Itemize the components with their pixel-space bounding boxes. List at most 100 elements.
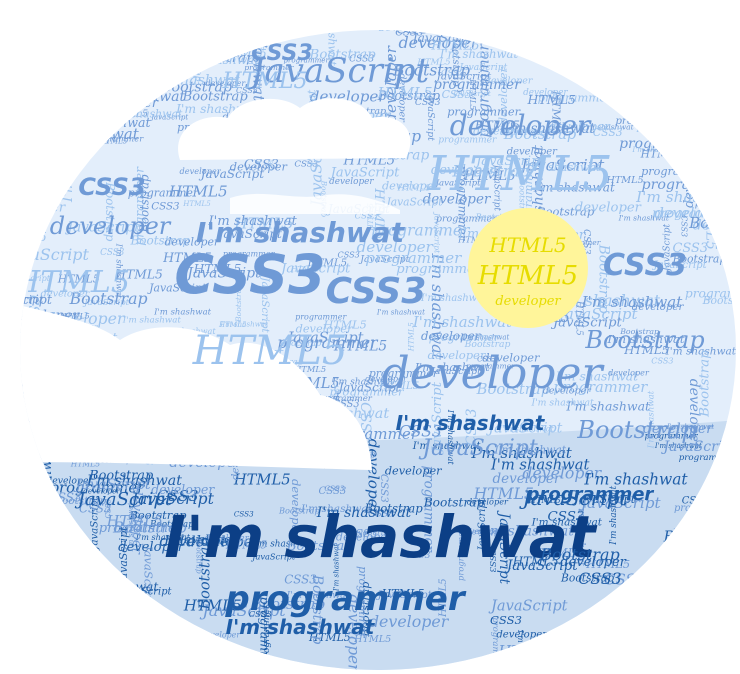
word-js: JavaScript: [141, 544, 155, 607]
word-bootstrap: Bootstrap: [464, 339, 511, 350]
word-html: HTML5: [353, 634, 391, 645]
word-primary: I'm shashwat: [555, 370, 638, 384]
word-css: CSS3: [603, 248, 687, 283]
word-bootstrap: Bootstrap: [672, 253, 727, 266]
word-developer: developer: [450, 109, 592, 142]
word-developer: developer: [382, 44, 400, 122]
word-css: CSS3: [1, 124, 45, 143]
word-js: JavaScript: [434, 178, 482, 188]
word-css: CSS3: [548, 509, 585, 524]
word-developer: developer: [523, 88, 568, 98]
word-bootstrap: Bootstrap: [687, 108, 740, 124]
word-primary: I'm shashwat: [670, 563, 730, 573]
word-bootstrap: Bootstrap: [539, 545, 620, 564]
word-developer: developer: [549, 120, 611, 134]
word-css: CSS3: [673, 241, 709, 256]
word-developer: developer: [686, 379, 702, 450]
word-html: HTML5: [608, 66, 653, 80]
word-developer: developer: [289, 479, 303, 538]
word-developer: developer: [41, 288, 91, 299]
word-css: CSS3: [675, 111, 700, 121]
word-js: JavaScript: [488, 598, 568, 615]
word-bootstrap: Bootstrap: [128, 508, 187, 522]
word-programmer: programmer: [128, 187, 199, 200]
word-css: CSS3: [349, 55, 374, 65]
word-primary: I'm shashwat: [252, 540, 313, 550]
word-primary: I'm shashwat: [666, 423, 714, 431]
word-html: HTML5: [573, 300, 583, 336]
word-bootstrap: Bootstrap: [279, 338, 322, 348]
word-css: CSS3: [0, 213, 31, 229]
word-js: JavaScript: [451, 89, 491, 98]
word-css: CSS3: [234, 509, 254, 518]
word-bootstrap: Bootstrap: [503, 126, 577, 143]
word-js: JavaScript: [546, 49, 618, 64]
word-developer: developer: [632, 301, 685, 313]
word-bootstrap: Bootstrap: [138, 174, 152, 234]
word-html: HTML5: [24, 141, 34, 175]
word-bootstrap: Bootstrap: [697, 350, 712, 418]
word-primary: I'm shashwat: [111, 50, 214, 68]
word-css: CSS3: [347, 527, 378, 540]
word-primary: I'm shashwat: [636, 125, 689, 134]
word-js: JavaScript: [485, 421, 562, 437]
word-primary: I'm shashwat: [530, 398, 594, 409]
word-primary: I'm shashwat: [92, 10, 185, 26]
word-css: CSS3: [490, 613, 522, 627]
word-programmer: programmer: [257, 596, 272, 674]
word-developer: developer: [32, 634, 111, 652]
word-developer: developer: [696, 29, 740, 43]
word-css: CSS3: [378, 474, 390, 503]
word-primary: I'm shashwat: [50, 626, 124, 639]
word-css: CSS3: [477, 355, 497, 364]
word-bootstrap: Bootstrap: [475, 211, 517, 221]
word-developer: developer: [357, 238, 435, 256]
word-js: JavaScript: [278, 262, 351, 277]
word-html: HTML5: [293, 364, 326, 374]
word-primary: I'm shashwat: [126, 502, 135, 552]
word-developer: developer: [205, 79, 246, 88]
word-primary: I'm shashwat: [57, 116, 117, 126]
word-css: CSS3: [157, 487, 199, 505]
word-bootstrap: Bootstrap: [596, 244, 612, 314]
word-primary: I'm shashwat: [480, 524, 574, 540]
word-bootstrap: Bootstrap: [392, 62, 470, 80]
word-programmer: programmer: [601, 647, 704, 666]
word-programmer: programmer: [438, 135, 497, 145]
word-bootstrap: Bootstrap: [584, 326, 704, 354]
word-developer: developer: [493, 471, 562, 487]
word-css: CSS3: [355, 211, 378, 221]
word-html: HTML5: [536, 546, 583, 560]
word-bootstrap: Bootstrap: [0, 551, 55, 566]
word-primary: I'm shashwat: [396, 411, 546, 435]
word-bootstrap: Bootstrap: [688, 214, 740, 232]
word-html: HTML5: [396, 183, 430, 193]
word-html: HTML5: [34, 144, 68, 154]
word-programmer: programmer: [674, 503, 738, 514]
word-programmer: programmer: [244, 63, 295, 72]
word-html: HTML5: [527, 92, 576, 107]
word-developer: developer: [473, 124, 529, 137]
word-programmer: programmer: [40, 606, 99, 616]
word-developer: developer: [688, 570, 700, 624]
word-css: CSS3: [64, 33, 79, 69]
word-primary: I'm shashwat: [300, 503, 373, 515]
word-programmer: programmer: [436, 214, 498, 225]
word-css: CSS3: [415, 97, 441, 108]
word-css: CSS3: [405, 550, 430, 561]
word-programmer: programmer: [526, 484, 655, 505]
word-bootstrap: Bootstrap: [149, 520, 194, 530]
word-programmer: programmer: [223, 248, 276, 258]
word-developer: developer: [431, 163, 497, 178]
word-primary: I'm shashwat: [326, 0, 339, 66]
word-developer: developer: [83, 487, 120, 496]
upper-cloud: [178, 98, 411, 160]
word-js: JavaScript: [384, 196, 443, 209]
word-js: JavaScript: [284, 330, 363, 346]
word-html: HTML5: [99, 137, 128, 146]
word-developer: developer: [467, 497, 509, 507]
word-programmer: programmer: [133, 166, 147, 246]
word-js: JavaScript: [605, 647, 614, 674]
word-js: JavaScript: [250, 552, 296, 562]
